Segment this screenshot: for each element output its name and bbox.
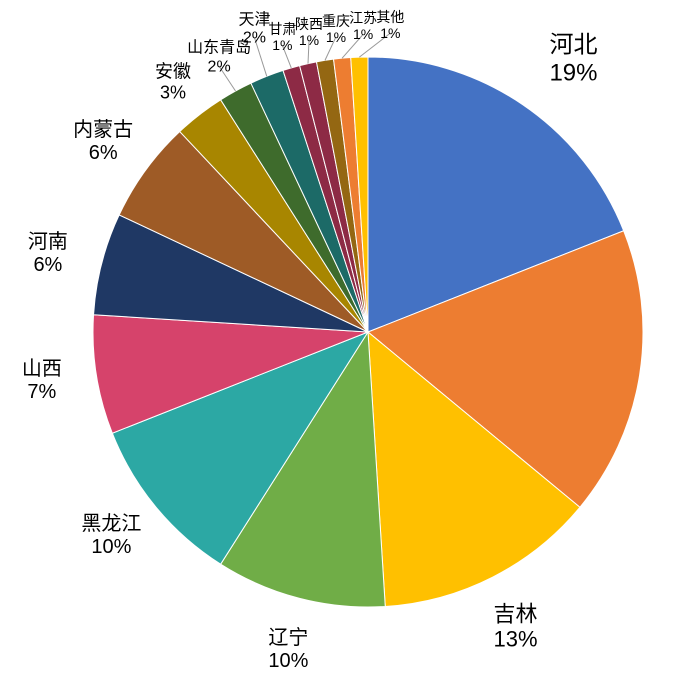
leader-line xyxy=(359,33,390,57)
pie-chart-svg xyxy=(0,0,691,657)
leader-line xyxy=(308,40,309,63)
leader-line xyxy=(254,38,266,77)
leader-line xyxy=(219,66,235,91)
leader-line xyxy=(325,37,336,61)
leader-line xyxy=(342,34,363,58)
pie-chart: 河北19%山东17%吉林13%辽宁10%黑龙江10%山西7%河南6%内蒙古6%安… xyxy=(0,0,691,657)
leader-line xyxy=(282,45,291,68)
